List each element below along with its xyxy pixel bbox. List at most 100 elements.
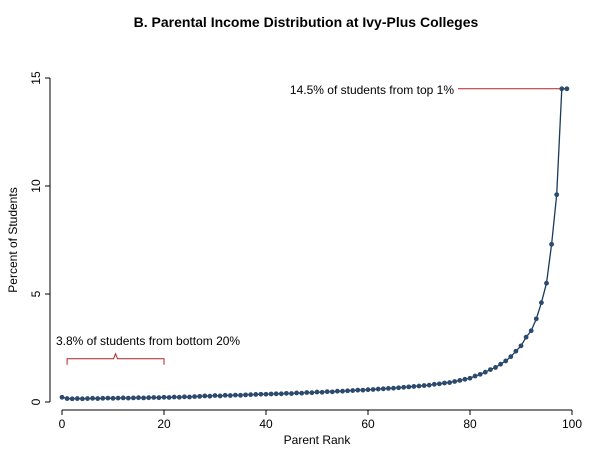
data-point [314,389,320,395]
series-path [61,88,567,400]
data-point [309,390,315,396]
data-point [523,334,529,340]
annotation-bottom-20-bracket [66,352,165,365]
data-point [238,392,243,398]
data-point [171,394,177,400]
data-point [192,394,198,399]
data-point [335,388,340,394]
data-point [100,395,106,401]
data-point [69,396,75,402]
data-point [95,396,101,401]
data-point [227,393,233,398]
data-point [284,390,289,396]
data-point [187,394,192,400]
data-point [233,392,238,398]
data-point [141,395,147,401]
x-axis-title: Parent Rank [284,433,352,447]
data-point [350,388,356,393]
data-point [136,395,141,401]
data-point [559,86,565,92]
data-point [431,381,437,387]
data-point [125,395,131,401]
data-point [345,388,350,394]
data-point [447,380,452,385]
data-point [426,382,432,388]
annotations: 14.5% of students from top 1% 3.8% of stu… [56,83,562,365]
data-point [416,383,422,389]
data-point [253,392,259,397]
data-point [131,395,136,401]
data-point [64,396,70,401]
data-point [80,396,85,402]
data-point [146,395,152,401]
data-point [243,392,249,398]
data-point [533,316,539,322]
data-point [365,387,371,393]
data-point [411,384,417,389]
data-point [564,86,570,92]
data-point [340,388,345,394]
data-point [386,385,391,391]
data-point [421,383,427,388]
data-point [197,393,203,399]
data-point [467,375,473,381]
x-tick-label: 40 [259,417,273,431]
data-point [375,386,381,392]
data-point [289,391,294,396]
data-point [518,343,524,349]
data-point [442,380,447,386]
y-tick-label: 15 [29,71,43,85]
y-tick-label: 5 [29,290,43,297]
data-point [222,392,228,398]
data-point [544,280,549,286]
data-point [498,361,503,367]
data-point [488,367,493,372]
data-point [85,396,90,401]
data-point [110,395,116,401]
data-point [299,390,305,396]
data-point [161,394,167,400]
y-tick-label: 0 [29,398,43,405]
data-point [539,300,544,306]
x-tick-label: 80 [463,417,477,431]
data-point [74,396,80,401]
x-tick-label: 20 [157,417,171,431]
chart-title: B. Parental Income Distribution at Ivy-P… [133,14,479,30]
data-point [120,395,126,401]
data-point [105,395,111,401]
data-point [477,371,483,377]
data-point [263,391,269,397]
data-point [248,392,254,398]
data-point [207,393,213,399]
data-point [457,378,463,383]
data-point [355,387,361,393]
data-point [176,394,182,400]
data-point [508,354,514,360]
data-point [482,369,488,375]
y-axis-title: Percent of Students [6,187,20,292]
data-point [115,395,121,401]
data-point [472,373,478,379]
data-point [182,394,187,400]
data-point [273,391,279,397]
data-point [406,384,412,390]
data-point [391,385,396,391]
data-point [437,381,442,387]
axes: 0 20 40 60 80 100 0 5 10 15 [29,71,582,431]
annotation-bottom-20-label: 3.8% of students from bottom 20% [56,334,240,348]
data-point [401,384,407,390]
data-point [452,379,458,384]
data-point [528,328,534,334]
data-point [59,394,65,400]
data-point [212,393,218,398]
y-tick-label: 10 [29,179,43,193]
data-point [396,385,401,391]
data-point [278,391,284,397]
data-point [370,387,376,392]
data-point [324,389,330,395]
data-point [503,358,509,364]
data-point [493,365,498,370]
data-point [268,391,274,397]
data-point [156,395,162,401]
